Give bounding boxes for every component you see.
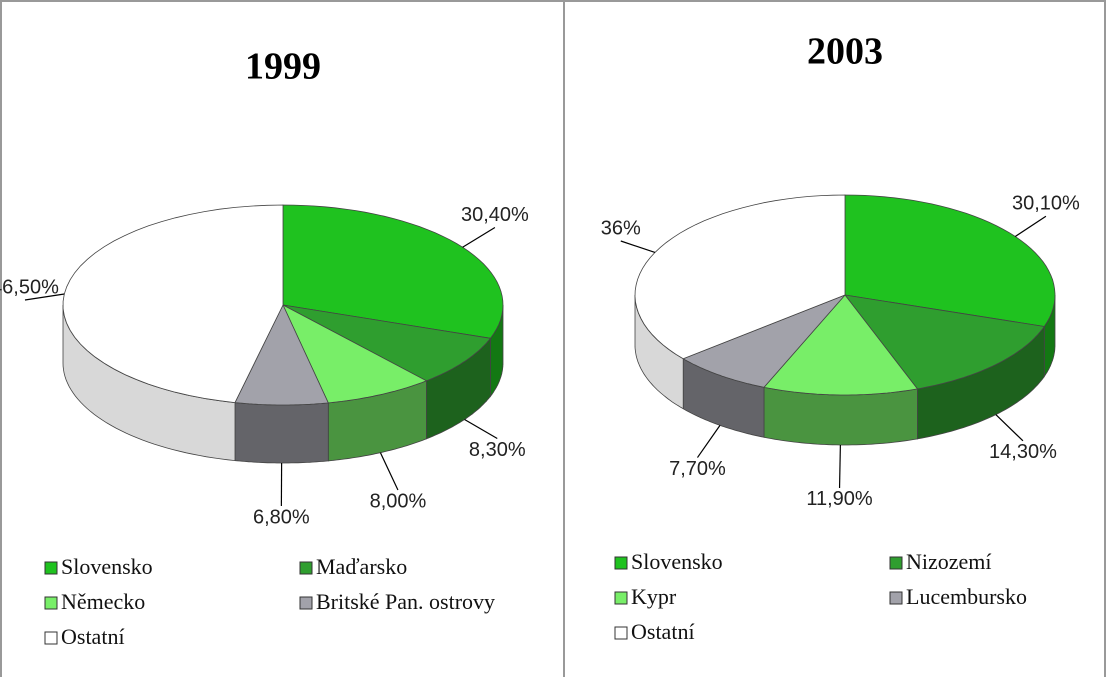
leader-line [1014,215,1047,237]
legend-swatch [299,561,313,575]
slice [282,304,492,382]
chart-title: 1999 [245,46,321,88]
legend-label: Slovensko [631,549,723,574]
data-label: 30,10% [1012,193,1080,215]
legend-swatch [889,591,903,605]
legend-swatch [614,591,628,605]
legend-label: Ostatní [631,619,695,644]
legend-swatch [299,596,313,610]
data-label: 11,90% [806,488,873,510]
leader-line [696,425,721,458]
leader-line [379,452,399,491]
data-label: 8,30% [469,439,526,461]
legend-label: Německo [61,589,145,614]
slice [634,194,846,360]
legend-label: Lucembursko [906,584,1027,609]
legend-swatch [44,561,58,575]
leader-line [838,444,841,488]
legend-swatch [614,626,628,640]
slice [763,294,919,396]
slice-side [763,386,918,446]
legend-swatch [889,556,903,570]
data-label: 8,00% [370,490,427,512]
slice [844,294,1046,390]
legend-swatch [44,596,58,610]
leader-line [24,293,65,301]
chart-title: 2003 [807,31,883,73]
leader-line [464,418,498,440]
slice-side [234,402,329,464]
data-label: 36% [601,217,641,239]
leader-line [995,414,1024,442]
data-label: 46,50% [0,276,59,298]
slice [282,304,428,404]
legend-label: Nizozemí [906,549,992,574]
leader-line [620,240,656,253]
leader-line [462,226,496,248]
legend-label: Britské Pan. ostrovy [316,589,495,614]
legend-label: Slovensko [61,554,153,579]
slice [682,294,846,388]
data-label: 6,80% [253,506,310,528]
data-label: 14,30% [989,441,1057,463]
legend-swatch [614,556,628,570]
legend-label: Maďarsko [316,554,407,579]
data-label: 30,40% [461,204,529,226]
slice [234,304,329,406]
legend-label: Kypr [631,584,677,609]
legend-swatch [44,631,58,645]
data-label: 7,70% [669,458,726,480]
legend-label: Ostatní [61,624,125,649]
